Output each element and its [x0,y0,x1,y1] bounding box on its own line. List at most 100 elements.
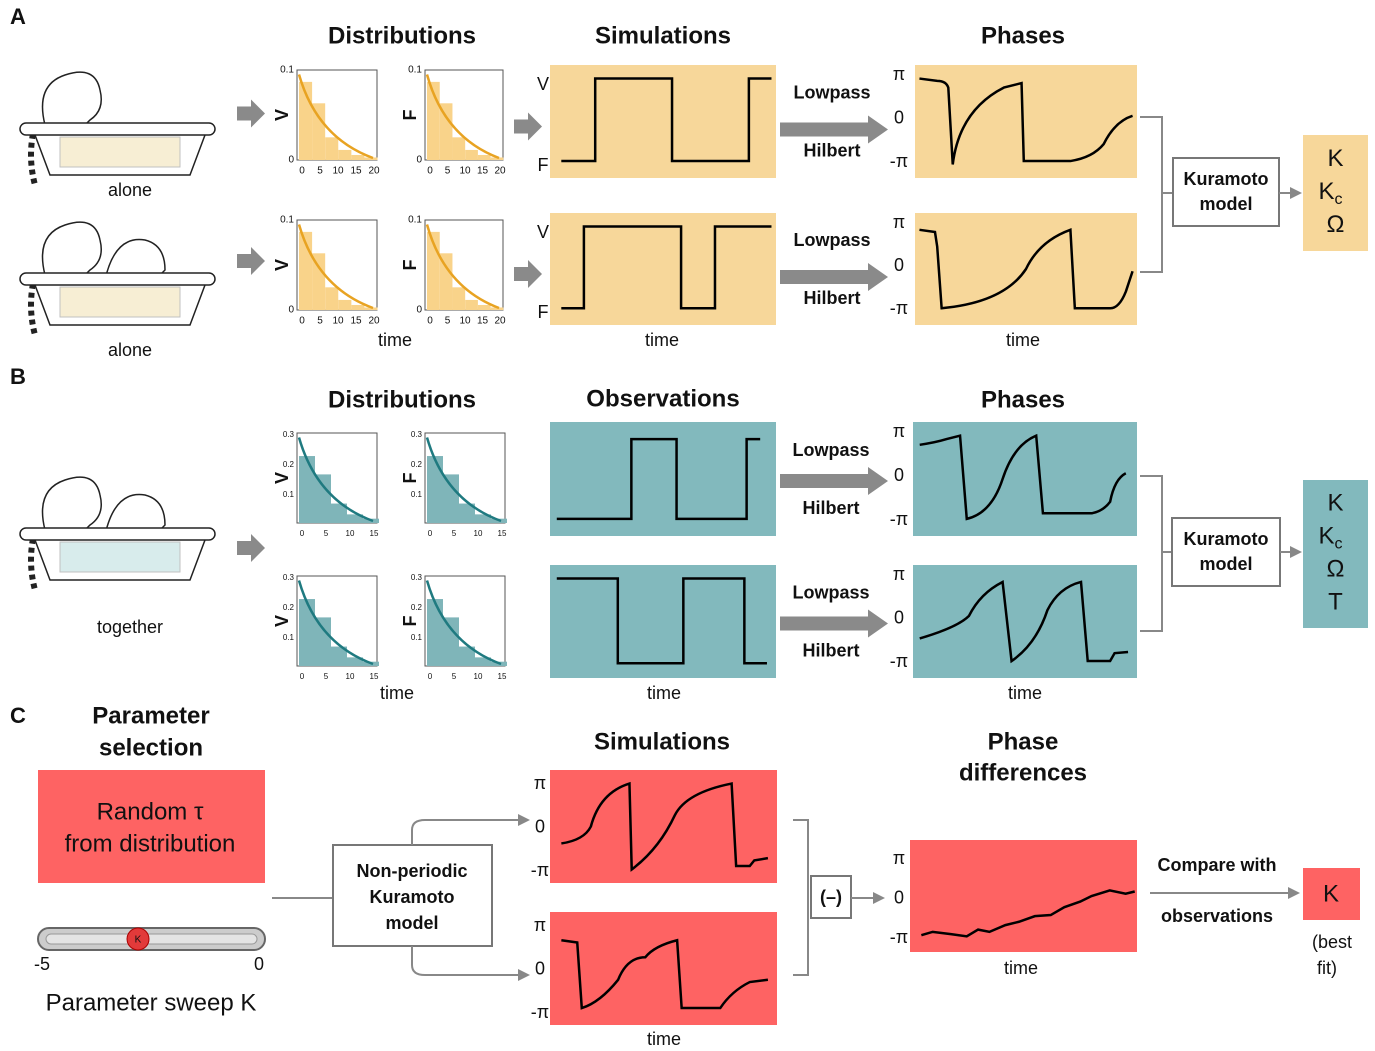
signal-level-label: V [537,74,549,94]
model-label: Kuramoto [1184,169,1269,189]
output-symbol: K [1318,178,1334,205]
y-tick-label: 0.2 [283,460,295,469]
axis-label: time [378,330,412,350]
histogram-bar [351,305,364,310]
y-tick-label: 0.1 [408,215,422,226]
y-tick-label: 0.1 [411,490,423,499]
output-symbol: T [1328,589,1343,616]
y-axis-label: V [272,615,292,627]
block-arrow [237,100,265,128]
phase-tick-label: -π [890,651,908,671]
model-label: model [385,913,438,933]
axis-label: time [647,683,681,703]
slider-groove [46,934,257,944]
output-symbol: K [1327,145,1343,172]
output-parameter: T [1328,589,1343,616]
histogram-bar [427,456,443,523]
y-tick-label: 0.3 [283,430,295,439]
phase-tick-label: -π [531,860,549,880]
y-tick-label: 0.1 [283,633,295,642]
model-label: model [1199,194,1252,214]
animal [43,222,102,275]
filter-label: Lowpass [792,582,869,602]
y-tick-label: 0.3 [411,430,423,439]
monkey-sketch [20,477,215,590]
condition-label: alone [108,340,152,360]
axis-label: time [1006,330,1040,350]
x-tick-label: 15 [498,529,507,538]
random-label: from distribution [65,830,236,857]
phase-tick-label: 0 [535,958,545,978]
condition-label: alone [108,180,152,200]
histogram-bar [315,474,331,523]
phase-tick-label: -π [890,927,908,947]
bracket [793,820,808,975]
x-tick-label: 10 [346,672,355,681]
arrow-head [518,814,530,826]
x-tick-label: 0 [300,529,305,538]
filter-label: Lowpass [792,440,869,460]
phase-tick-label: -π [531,1002,549,1022]
arrow-head [1288,887,1300,899]
histogram-bar [452,287,465,310]
signal-level-label: V [537,222,549,242]
model-label: Non-periodic [357,861,468,881]
bench [20,273,215,285]
model-label: model [1199,554,1252,574]
column-header: selection [99,734,203,761]
phase-tick-label: -π [890,298,908,318]
phase-tick-label: 0 [894,465,904,485]
column-header: Distributions [328,22,476,49]
x-tick-label: 0 [428,672,433,681]
histogram-bar [315,617,331,666]
block-arrow [237,247,265,275]
x-tick-label: 15 [477,166,489,177]
histogram-bar [299,456,315,523]
x-tick-label: 15 [370,672,379,681]
animal [43,477,102,530]
slider-min-label: -5 [34,954,50,974]
output-subscript: c [1335,536,1343,553]
phase-tick-label: 0 [894,607,904,627]
x-tick-label: 10 [459,316,471,327]
panel-label: B [10,364,26,389]
x-tick-label: 5 [317,166,323,177]
y-tick-label: 0.1 [280,215,294,226]
histogram-bar [452,137,465,160]
y-tick-label: 0 [416,155,422,166]
x-tick-label: 0 [428,529,433,538]
output-parameter: Ω [1327,211,1345,238]
output-parameter: K [1327,145,1343,172]
block-arrow [237,534,265,562]
histogram-bar [478,305,491,310]
x-tick-label: 10 [332,166,344,177]
monkey-sketch [20,72,215,185]
histogram-bar [338,150,351,160]
bench [20,123,215,135]
histogram-bar [427,599,443,666]
filter-label: Lowpass [793,230,870,250]
phase-tick-label: π [893,421,905,441]
y-axis-label: F [400,616,420,627]
phase-tick-label: π [534,773,546,793]
connector [412,946,520,975]
knob-label: K [135,935,142,946]
x-tick-label: 20 [368,166,380,177]
food-box [60,542,180,572]
histogram-bar [351,155,364,160]
arrow-head [1290,546,1302,558]
filter-arrow [780,610,888,638]
histogram-bar [465,150,478,160]
y-axis-label: F [400,260,420,271]
histogram-bar [299,599,315,666]
column-header: Phases [981,22,1065,49]
x-tick-label: 10 [474,672,483,681]
compare-label: observations [1161,906,1273,926]
y-tick-label: 0 [288,155,294,166]
output-symbol: K [1318,523,1334,550]
phase-tick-label: π [893,212,905,232]
slider-max-label: 0 [254,954,264,974]
x-tick-label: 10 [459,166,471,177]
phase-tick-label: -π [890,509,908,529]
column-header: Phases [981,386,1065,413]
